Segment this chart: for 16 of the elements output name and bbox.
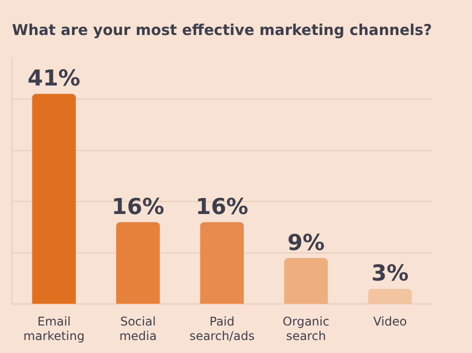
x-tick-label: Email marketing: [23, 314, 85, 343]
bar: [284, 258, 328, 304]
x-tick-label: Social media: [119, 314, 157, 343]
data-label: 16%: [112, 194, 164, 220]
data-label: 3%: [371, 262, 409, 287]
data-label: 41%: [28, 66, 80, 92]
chart-title: What are your most effective marketing channels?: [12, 20, 432, 39]
bar: [368, 288, 412, 304]
x-tick-label: Paid search/ads: [189, 314, 255, 343]
data-label: 9%: [287, 230, 325, 256]
x-tick-label: Video: [373, 314, 407, 329]
data-label: 16%: [196, 194, 248, 220]
x-tick-label: Organic search: [282, 314, 330, 343]
bar: [32, 94, 76, 304]
bar: [200, 222, 244, 304]
bar: [116, 222, 160, 304]
